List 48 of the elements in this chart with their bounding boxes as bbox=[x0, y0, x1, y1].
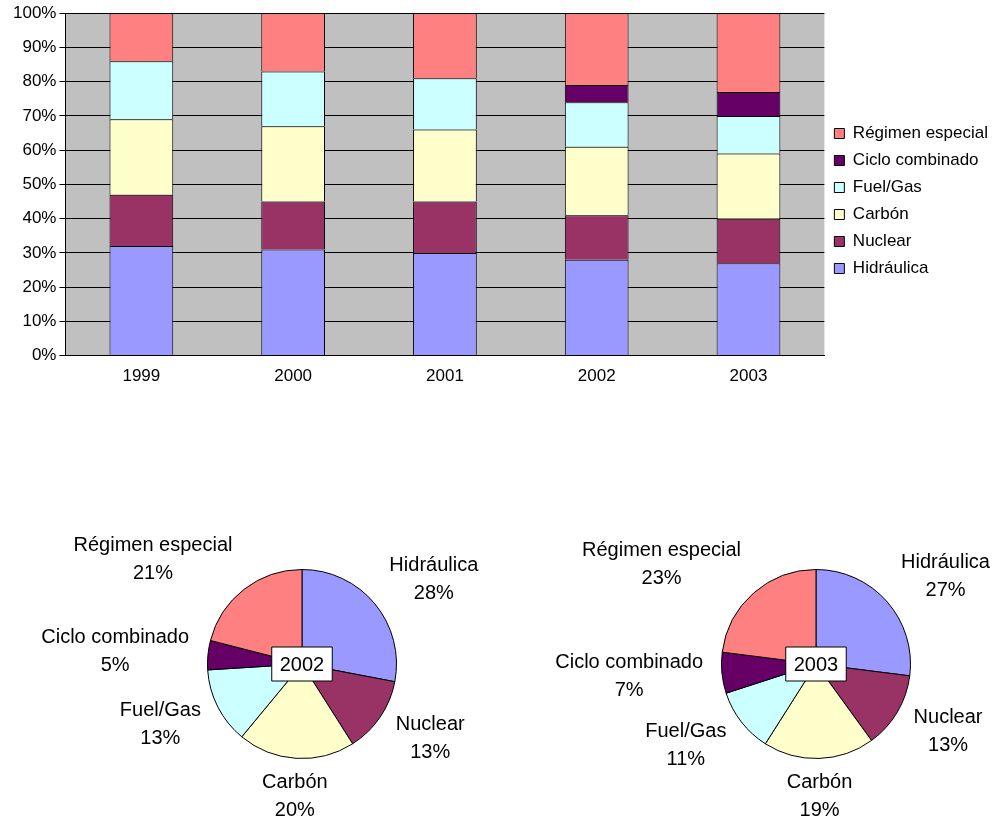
y-tick-label: 0% bbox=[31, 345, 57, 365]
legend-label: Ciclo combinado bbox=[852, 150, 979, 170]
text: 2003 bbox=[793, 652, 839, 675]
data-label: 13% bbox=[410, 739, 451, 762]
data-label: 11% bbox=[666, 746, 706, 769]
slice-label: Hidráulica bbox=[389, 553, 480, 576]
legend-label: Régimen especial bbox=[852, 123, 989, 143]
y-tick-label: 70% bbox=[22, 105, 57, 125]
legend-label: Carbón bbox=[852, 204, 909, 224]
slice-label: Hidráulica bbox=[901, 550, 991, 573]
legend-label: Nuclear bbox=[852, 231, 912, 251]
data-label: 19% bbox=[799, 797, 840, 820]
data-label: 27% bbox=[925, 578, 966, 601]
y-tick-label: 90% bbox=[22, 37, 57, 57]
text: 2002 bbox=[279, 652, 325, 675]
data-label: 13% bbox=[140, 725, 181, 748]
slice-label: Carbón bbox=[262, 769, 328, 792]
y-tick-label: 80% bbox=[22, 71, 57, 91]
x-tick-label: 1999 bbox=[122, 366, 161, 386]
slice-label: Fuel/Gas bbox=[645, 718, 727, 741]
x-tick-label: 2003 bbox=[729, 366, 768, 386]
x-tick-label: 2002 bbox=[577, 366, 616, 386]
data-label: 7% bbox=[614, 677, 644, 700]
data-label: 21% bbox=[132, 560, 174, 583]
data-label: 5% bbox=[100, 653, 130, 676]
data-label: 23% bbox=[641, 566, 682, 589]
slice-label: Régimen especial bbox=[582, 538, 742, 561]
legend-label: Fuel/Gas bbox=[852, 177, 922, 197]
data-label: 28% bbox=[413, 581, 455, 604]
slice-label: Carbón bbox=[786, 769, 853, 792]
slice-label: Régimen especial bbox=[73, 532, 233, 555]
y-tick-label: 100% bbox=[13, 2, 57, 22]
y-tick-label: 50% bbox=[22, 174, 57, 194]
x-tick-label: 2000 bbox=[274, 366, 313, 386]
slice-label: Fuel/Gas bbox=[119, 697, 201, 720]
slice-label: Nuclear bbox=[913, 704, 983, 727]
y-tick-label: 60% bbox=[22, 139, 57, 159]
slice-label: Nuclear bbox=[395, 711, 466, 734]
data-label: 13% bbox=[928, 732, 969, 755]
y-tick-label: 40% bbox=[22, 208, 57, 228]
legend-label: Hidráulica bbox=[852, 258, 929, 278]
x-tick-label: 2001 bbox=[426, 366, 464, 386]
slice-label: Ciclo combinado bbox=[555, 649, 704, 672]
y-tick-label: 30% bbox=[22, 242, 57, 262]
y-tick-label: 10% bbox=[22, 311, 57, 331]
data-label: 20% bbox=[274, 797, 316, 820]
y-tick-label: 20% bbox=[22, 276, 57, 296]
slice-label: Ciclo combinado bbox=[41, 625, 190, 648]
